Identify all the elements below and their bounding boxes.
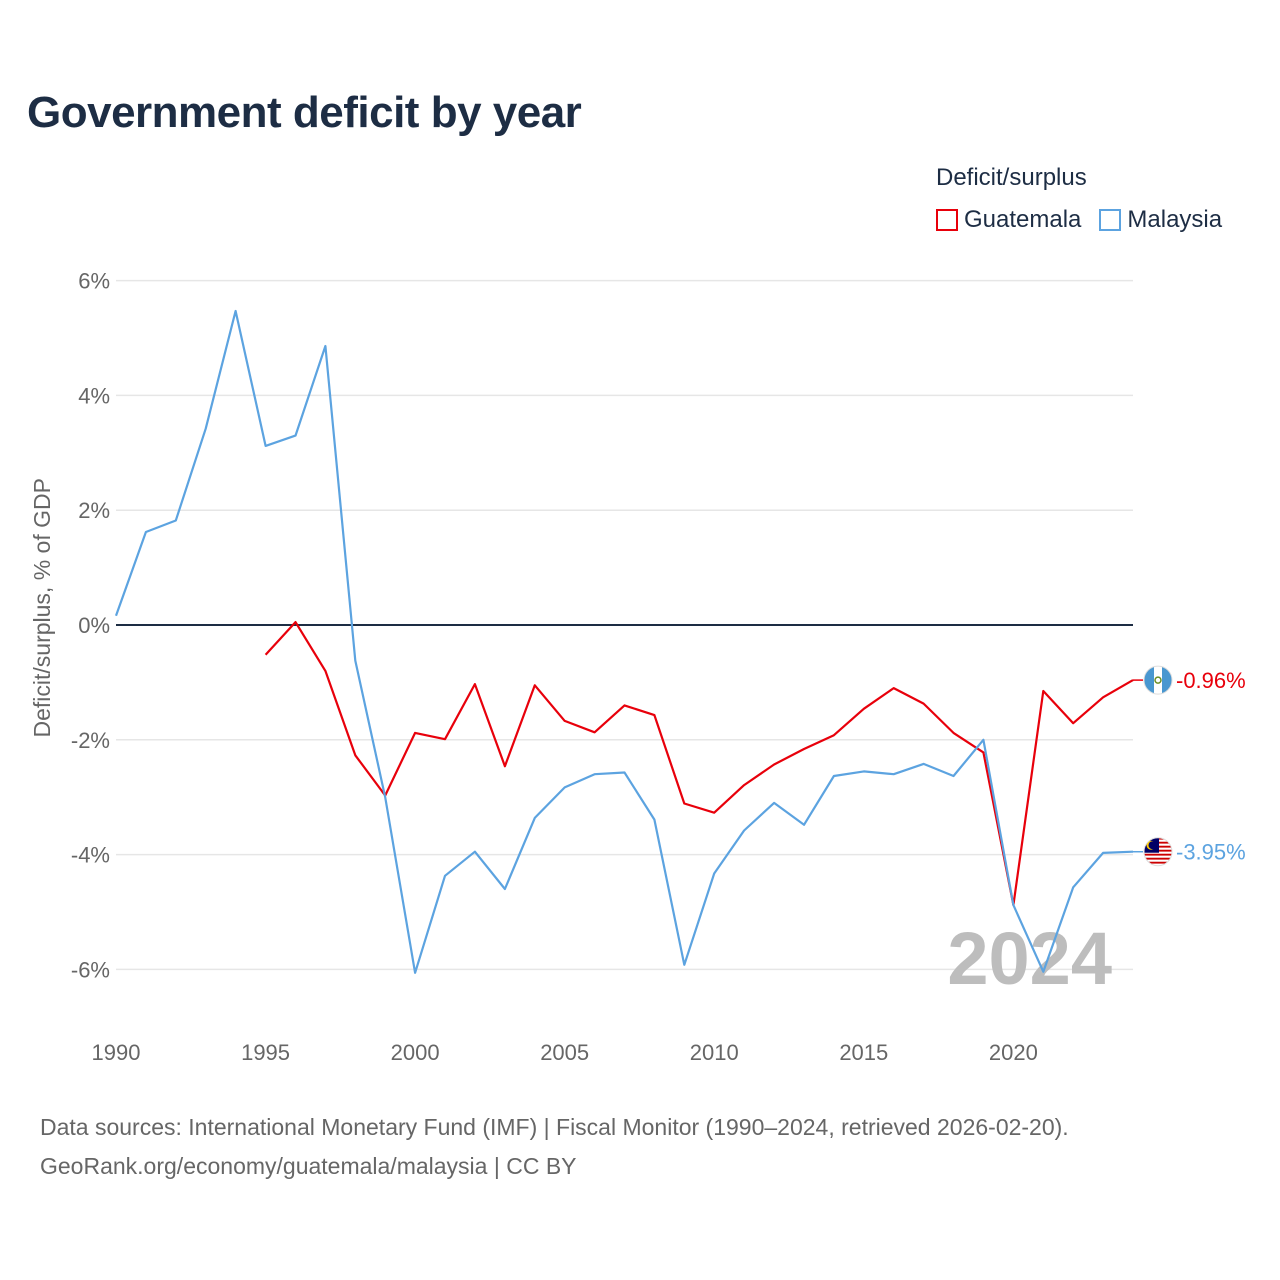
data-point-guatemala (592, 729, 598, 735)
data-point-guatemala (681, 801, 687, 807)
data-point-guatemala (921, 701, 927, 707)
data-point-malaysia (1010, 902, 1016, 908)
data-point-guatemala (831, 732, 837, 738)
x-tick-label: 2010 (690, 1040, 739, 1065)
data-point-malaysia (861, 768, 867, 774)
legend-item-guatemala[interactable]: Guatemala (936, 206, 1081, 234)
series-line-malaysia (114, 309, 1134, 974)
legend-swatch-guatemala (936, 209, 958, 231)
data-point-malaysia (173, 518, 179, 524)
data-point-guatemala (562, 718, 568, 724)
x-tick-label: 1990 (92, 1040, 141, 1065)
data-point-malaysia (322, 343, 328, 349)
sources-line-2[interactable]: GeoRank.org/economy/guatemala/malaysia |… (40, 1153, 577, 1179)
data-point-malaysia (831, 773, 837, 779)
data-point-guatemala (741, 782, 747, 788)
data-point-guatemala (771, 761, 777, 767)
data-point-guatemala (352, 752, 358, 758)
data-point-malaysia (622, 770, 628, 776)
data-point-guatemala (711, 810, 717, 816)
data-point-malaysia (741, 827, 747, 833)
data-point-malaysia (203, 426, 209, 432)
data-point-malaysia (292, 433, 298, 439)
data-point-malaysia (472, 849, 478, 855)
data-point-malaysia (681, 962, 687, 968)
data-point-guatemala (263, 652, 269, 658)
legend-label-guatemala: Guatemala (964, 206, 1082, 233)
data-point-guatemala (1100, 694, 1106, 700)
data-point-malaysia (891, 771, 897, 777)
y-tick-label: 4% (78, 383, 110, 408)
data-point-malaysia (352, 658, 358, 664)
data-point-malaysia (592, 771, 598, 777)
y-tick-label: -6% (71, 957, 110, 982)
data-point-guatemala (651, 712, 657, 718)
data-point-malaysia (562, 784, 568, 790)
y-tick-label: -4% (71, 843, 110, 868)
end-value-label-malaysia: -3.95% (1176, 840, 1246, 865)
data-point-malaysia (442, 873, 448, 879)
x-tick-label: 2015 (839, 1040, 888, 1065)
data-point-malaysia (113, 613, 119, 619)
data-point-guatemala (292, 619, 298, 625)
data-point-malaysia (921, 761, 927, 767)
x-tick-label: 2020 (989, 1040, 1038, 1065)
data-point-malaysia (382, 794, 388, 800)
sources-line-1: Data sources: International Monetary Fun… (40, 1114, 1069, 1140)
series-line-guatemala (264, 620, 1134, 907)
data-point-guatemala (412, 730, 418, 736)
end-value-label-guatemala: -0.96% (1176, 668, 1246, 693)
data-point-guatemala (951, 730, 957, 736)
data-point-guatemala (532, 682, 538, 688)
legend: Guatemala Malaysia (936, 206, 1240, 234)
data-point-guatemala (861, 706, 867, 712)
data-point-guatemala (1070, 720, 1076, 726)
data-point-malaysia (980, 737, 986, 743)
data-point-malaysia (412, 970, 418, 976)
chart-title: Government deficit by year (27, 88, 582, 137)
y-axis-label: Deficit/surplus, % of GDP (29, 478, 55, 737)
legend-label-malaysia: Malaysia (1127, 206, 1223, 233)
data-point-malaysia (711, 871, 717, 877)
malaysia-flag-icon (1143, 837, 1173, 867)
axis-layer: 6% 4% 2% 0% -2% -4% -6% 1990 1995 2000 2005 2010 201… (29, 269, 1133, 1065)
legend-title: Deficit/surplus (936, 164, 1087, 191)
guatemala-flag-icon (1143, 665, 1173, 695)
data-point-malaysia (233, 308, 239, 314)
x-tick-label: 2000 (391, 1040, 440, 1065)
grid-layer (116, 279, 1133, 971)
data-point-guatemala (1040, 688, 1046, 694)
data-point-malaysia (951, 773, 957, 779)
data-point-guatemala (502, 763, 508, 769)
legend-item-malaysia[interactable]: Malaysia (1099, 206, 1222, 234)
sources: Data sources: International Monetary Fun… (40, 1108, 1069, 1186)
y-tick-label: 6% (78, 269, 110, 294)
x-tick-label: 1995 (241, 1040, 290, 1065)
legend-swatch-malaysia (1099, 209, 1122, 231)
data-point-guatemala (472, 681, 478, 687)
data-point-guatemala (442, 736, 448, 742)
end-label-layer: -0.96% -3.95% (1133, 665, 1246, 867)
y-tick-label: 0% (78, 613, 110, 638)
data-point-malaysia (771, 800, 777, 806)
data-point-guatemala (622, 702, 628, 708)
y-tick-label: 2% (78, 498, 110, 523)
data-point-guatemala (801, 746, 807, 752)
y-tick-label: -2% (71, 728, 110, 753)
series-layer (113, 308, 1134, 976)
year-watermark: 2024 (947, 917, 1112, 1000)
data-point-guatemala (891, 685, 897, 691)
data-point-malaysia (801, 822, 807, 828)
data-point-malaysia (1070, 884, 1076, 890)
x-tick-label: 2005 (540, 1040, 589, 1065)
data-point-malaysia (1040, 969, 1046, 975)
line-chart: 6% 4% 2% 0% -2% -4% -6% 1990 1995 2000 2005 2010 201… (29, 269, 1246, 1065)
data-point-guatemala (322, 668, 328, 674)
data-point-malaysia (1100, 850, 1106, 856)
data-point-malaysia (532, 815, 538, 821)
data-point-malaysia (502, 886, 508, 892)
data-point-malaysia (651, 817, 657, 823)
data-point-malaysia (263, 443, 269, 449)
data-point-malaysia (143, 529, 149, 535)
